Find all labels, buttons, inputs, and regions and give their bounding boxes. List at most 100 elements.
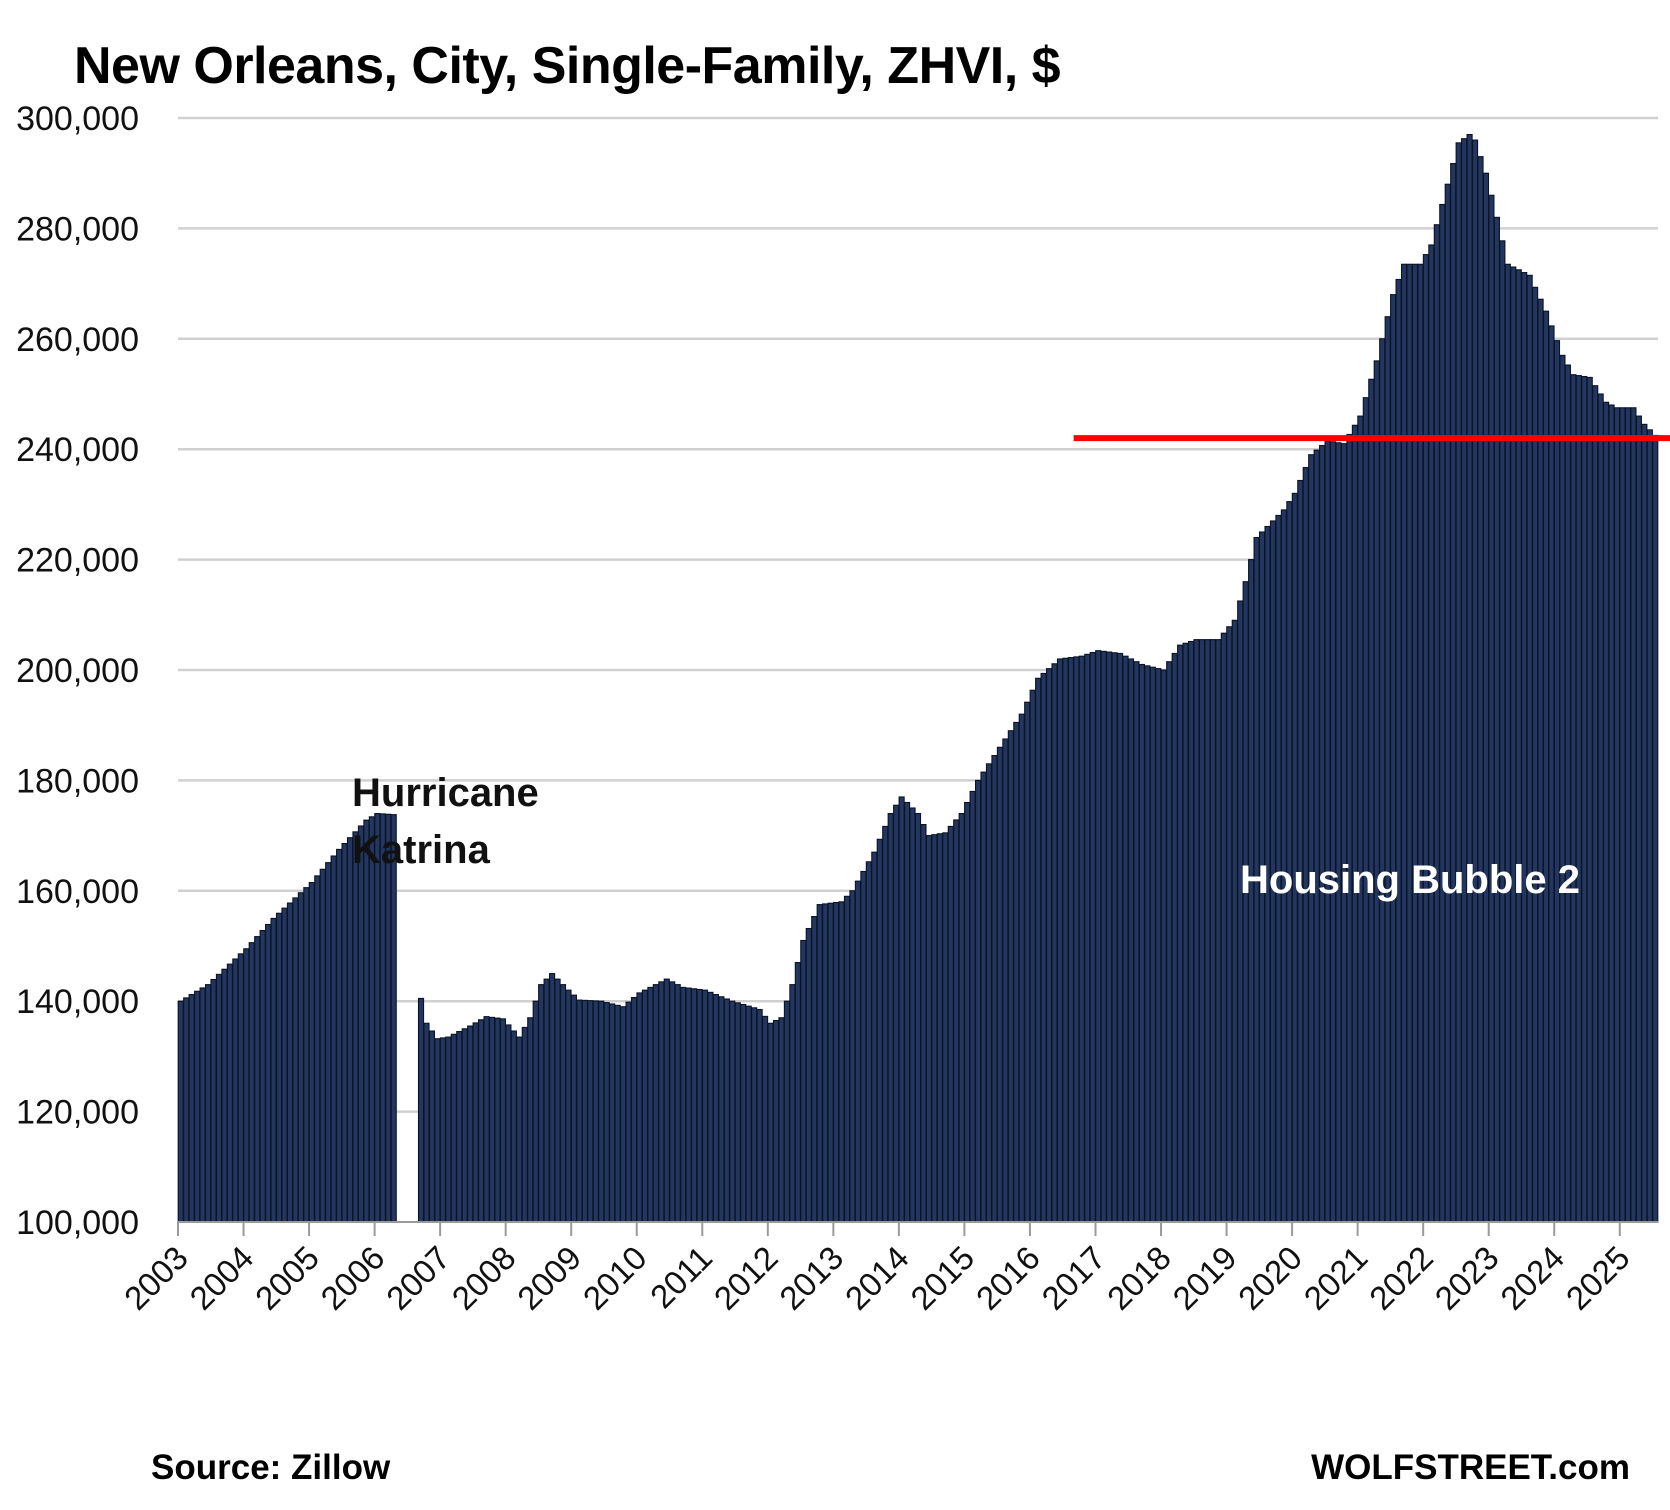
bar	[215, 973, 223, 1223]
bar	[794, 962, 801, 1223]
bar	[554, 978, 561, 1223]
bar	[1007, 730, 1014, 1223]
bar	[319, 868, 326, 1223]
x-tick-label: 2013	[772, 1239, 850, 1317]
bar	[549, 973, 556, 1223]
bar	[1373, 360, 1380, 1223]
annotation-line-2: Katrina	[352, 828, 491, 872]
x-tick-label: 2023	[1428, 1239, 1506, 1317]
bar	[778, 1017, 785, 1223]
bar	[1002, 738, 1009, 1223]
bar	[1406, 263, 1413, 1223]
bar	[996, 746, 1004, 1223]
bar	[177, 1000, 184, 1223]
bar	[882, 825, 889, 1223]
bar	[363, 819, 370, 1223]
bar	[1548, 325, 1555, 1223]
bar	[297, 892, 304, 1223]
bar	[1084, 653, 1091, 1223]
bar	[1450, 162, 1457, 1223]
bar	[1581, 375, 1588, 1223]
bar	[1613, 407, 1621, 1223]
x-tick-label: 2007	[379, 1239, 457, 1317]
bar	[1395, 278, 1402, 1223]
bar	[751, 1007, 758, 1223]
bar	[1570, 374, 1577, 1223]
bar	[1133, 661, 1140, 1223]
bar	[1379, 338, 1386, 1223]
bar	[1466, 134, 1473, 1223]
bar	[1089, 651, 1096, 1223]
bar	[1384, 316, 1391, 1223]
bar	[516, 1036, 523, 1223]
bar	[1319, 444, 1326, 1223]
bar	[1056, 658, 1064, 1223]
bar	[543, 978, 550, 1223]
bar	[1521, 272, 1528, 1223]
bar	[1193, 639, 1200, 1223]
bar	[740, 1003, 747, 1223]
bar	[772, 1019, 780, 1223]
bar	[745, 1005, 752, 1223]
bar	[1400, 263, 1408, 1223]
x-tick-label: 2004	[182, 1239, 260, 1317]
bar	[303, 887, 310, 1223]
bar	[281, 907, 288, 1223]
bar	[565, 989, 572, 1223]
bar	[1553, 340, 1561, 1223]
y-tick-label: 280,000	[16, 210, 139, 248]
bar	[1231, 619, 1238, 1223]
bar	[1149, 666, 1156, 1223]
bar	[472, 1022, 479, 1223]
x-tick-label: 2010	[576, 1239, 654, 1317]
bar	[483, 1016, 490, 1223]
bar	[936, 833, 943, 1223]
bar	[1116, 652, 1124, 1223]
bar	[581, 999, 588, 1223]
bar	[1504, 263, 1511, 1223]
bar	[1532, 286, 1539, 1223]
bar	[379, 813, 386, 1223]
bar	[1029, 689, 1036, 1223]
bar	[925, 835, 933, 1223]
bar	[505, 1024, 512, 1223]
bar	[265, 923, 272, 1223]
bar	[1526, 274, 1533, 1223]
bar	[532, 1000, 539, 1223]
bar	[1603, 401, 1610, 1223]
bar	[1122, 655, 1129, 1223]
bar	[947, 825, 954, 1223]
bar	[761, 1015, 769, 1223]
bar	[1630, 407, 1637, 1223]
annotation-line-1: Hurricane	[352, 771, 539, 815]
bar	[226, 963, 233, 1223]
bar	[434, 1038, 441, 1223]
bar	[270, 917, 277, 1223]
bar	[559, 984, 567, 1223]
bar	[783, 1000, 791, 1223]
bar	[1313, 449, 1320, 1223]
bar	[1542, 310, 1550, 1223]
x-tick-label: 2003	[117, 1239, 195, 1317]
bar	[1641, 423, 1648, 1223]
bar	[620, 1006, 627, 1223]
bar	[1127, 658, 1135, 1223]
bar	[865, 861, 872, 1223]
bar	[734, 1002, 741, 1223]
y-tick-label: 200,000	[16, 652, 139, 690]
bar	[756, 1008, 763, 1223]
bar	[838, 901, 845, 1223]
bar	[1368, 378, 1375, 1223]
bar	[1177, 644, 1184, 1223]
bar	[1187, 640, 1195, 1223]
bar	[374, 812, 381, 1223]
bar	[1335, 442, 1342, 1223]
bar	[286, 902, 294, 1223]
bar	[1390, 294, 1397, 1223]
source-note: Source: Zillow	[151, 1448, 391, 1487]
x-tick-label: 2021	[1297, 1239, 1375, 1317]
bar	[1209, 639, 1216, 1223]
bar	[592, 1000, 599, 1223]
bar	[461, 1028, 468, 1223]
